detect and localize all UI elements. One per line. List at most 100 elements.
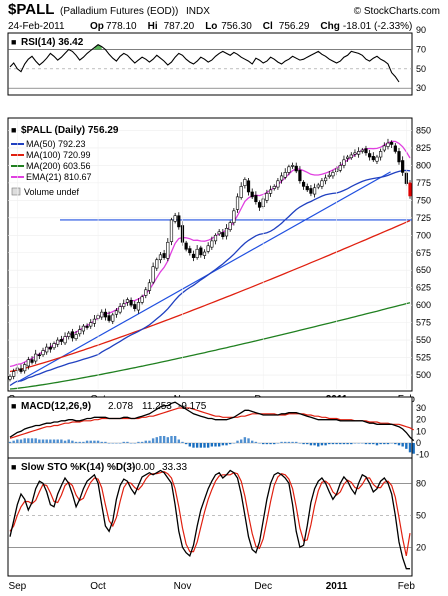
candle-body [210, 240, 214, 248]
rsi-legend: RSI(14) 36.42 [21, 37, 84, 48]
candle-body [386, 142, 390, 147]
uptrend-line [17, 171, 391, 383]
candle-body [133, 304, 137, 309]
macd-histogram-bar [159, 436, 162, 443]
candle-body [287, 166, 291, 173]
macd-histogram-bar [82, 441, 85, 443]
macd-histogram-bar [346, 443, 349, 445]
macd-histogram-bar [405, 443, 408, 449]
candle-body [41, 350, 45, 356]
price-tick-825: 825 [416, 143, 431, 153]
candle-body [401, 160, 405, 173]
macd-histogram-bar [115, 443, 118, 444]
candle-body [250, 191, 254, 198]
macd-histogram-bar [302, 443, 305, 445]
macd-histogram-bar [239, 439, 243, 443]
ohlc-summary: Op 778.10 Hi 787.20 Lo 756.30 Cl 756.29 Chg -18.0… [90, 21, 412, 32]
rsi-tick-30: 30 [416, 83, 426, 93]
candle-body [243, 179, 247, 186]
candle-body [393, 145, 397, 152]
macd-histogram-bar [265, 443, 269, 445]
macd-histogram-bar [148, 440, 151, 443]
candle-body [206, 245, 210, 252]
macd-histogram-bar [129, 443, 133, 444]
bottom-x-label-2011: 2011 [326, 581, 348, 592]
candle-body [30, 359, 34, 363]
macd-histogram-bar [306, 443, 309, 445]
macd-histogram-bar [162, 436, 166, 443]
candle-body [12, 371, 16, 377]
legend-ma50: MA(50) 792.23 [26, 139, 86, 149]
macd-histogram-bar [379, 443, 382, 445]
macd-histogram-bar [23, 438, 26, 443]
macd-histogram-bar [60, 439, 63, 443]
sto-k-line [9, 469, 410, 570]
macd-tick-10: 10 [416, 426, 426, 436]
macd-frame [7, 396, 413, 460]
bottom-x-label-Dec: Dec [254, 581, 272, 592]
bottom-x-axis: Sep Oct Nov Dec 2011 Feb [8, 581, 415, 592]
price-tick-600: 600 [416, 300, 431, 310]
price-legend-title: $PALL (Daily) 756.29 [21, 125, 119, 136]
macd-histogram-bar [199, 443, 203, 448]
candle-body [151, 266, 155, 283]
macd-histogram-bar [214, 443, 217, 447]
macd-histogram-bar [45, 439, 48, 443]
macd-histogram-bar [85, 440, 89, 443]
candle-body [353, 152, 357, 155]
macd-histogram-bar [291, 441, 294, 443]
macd-histogram-bar [111, 443, 114, 444]
candle-body [290, 165, 295, 167]
candle-body [371, 156, 375, 161]
candle-body [37, 354, 41, 357]
macd-histogram-bar [8, 441, 12, 443]
candle-body [158, 254, 163, 261]
macd-histogram-bar [280, 441, 283, 443]
macd-histogram-bar [12, 440, 15, 443]
macd-histogram-bar [232, 443, 236, 444]
candle-body [320, 180, 324, 187]
candle-body [125, 299, 130, 303]
candle-body [169, 219, 174, 242]
macd-histogram-bar [364, 443, 368, 445]
sto-legend-bullet: ■ [11, 462, 16, 472]
macd-histogram-bar [71, 440, 74, 443]
ohlc-value-op: 778.10 [106, 21, 137, 32]
macd-histogram-bar [401, 443, 404, 447]
macd-histogram-bar [317, 443, 320, 447]
macd-histogram-bar [361, 443, 364, 444]
macd-histogram-bar [324, 443, 327, 446]
candle-body [111, 314, 115, 322]
macd-histogram-bar [350, 443, 353, 445]
price-tick-525: 525 [416, 353, 431, 363]
candle-body [254, 195, 258, 203]
candle-body [294, 165, 298, 172]
candle-body [301, 181, 306, 187]
macd-histogram-bar [170, 436, 173, 443]
price-tick-625: 625 [416, 283, 431, 293]
candle-body [34, 353, 38, 362]
price-tick-550: 550 [416, 335, 431, 345]
candle-body [279, 175, 284, 181]
sto-tick-20: 20 [416, 542, 426, 552]
ohlc-value-hi: 787.20 [164, 21, 195, 32]
macd-histogram-bar [203, 443, 206, 448]
macd-signal-line [9, 407, 414, 439]
candle-body [136, 302, 141, 311]
volume-legend-swatch [11, 187, 21, 196]
candle-body [74, 334, 78, 339]
rsi-legend-bullet: ■ [11, 37, 16, 47]
candle-body [276, 180, 280, 188]
candle-body [52, 343, 56, 349]
candle-body [316, 184, 320, 188]
candle-body [85, 325, 89, 328]
price-legend-bullet: ■ [11, 125, 16, 135]
candle-body [272, 186, 276, 189]
candle-body [390, 142, 394, 145]
bottom-x-label-Nov: Nov [174, 581, 192, 592]
symbol-title: $PALL [8, 1, 54, 18]
macd-signal-value: 11.253 [142, 401, 172, 412]
macd-histogram-bar [56, 439, 59, 443]
candle-body [107, 315, 111, 321]
